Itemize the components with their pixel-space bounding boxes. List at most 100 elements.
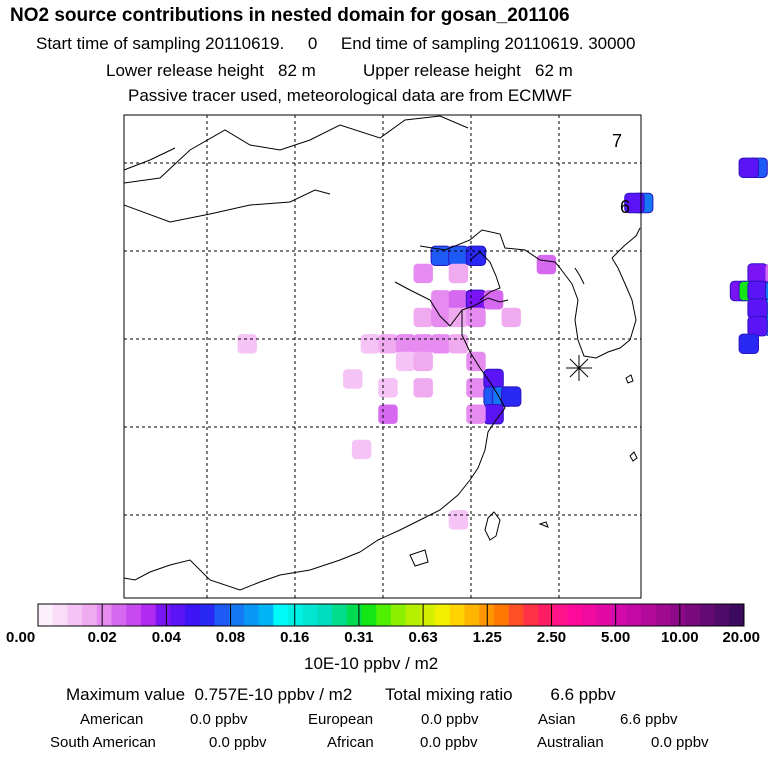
map-label-6: 6	[620, 197, 630, 217]
region-label-asian: Asian	[538, 711, 576, 728]
colorbar-frame	[37, 603, 745, 627]
colorbar-swatch-0	[38, 604, 54, 626]
region-label-european: European	[308, 711, 374, 728]
lat-lon-grid	[124, 115, 641, 598]
max-value-line: Maximum value 0.757E-10 ppbv / m2 Total …	[66, 685, 616, 704]
colorbar-swatch-14	[243, 604, 260, 626]
concentration-cell-35	[378, 334, 398, 354]
colorbar-swatch-40	[626, 604, 642, 626]
concentration-cell-41	[413, 351, 433, 372]
concentration-cell-45	[378, 378, 398, 398]
colorbar-swatch-47	[729, 604, 745, 626]
colorbar-tick-label-11: 20.00	[722, 629, 760, 646]
region-label-american: American	[80, 711, 144, 728]
map-panel: 7 6	[37, 114, 768, 627]
colorbar-swatch-1	[52, 604, 68, 626]
colorbar-swatch-20	[332, 604, 348, 626]
colorbar-swatch-24	[391, 604, 407, 626]
colorbar-swatch-23	[376, 604, 392, 626]
concentration-cell-12	[765, 263, 768, 283]
colorbar-swatch-10	[185, 604, 201, 626]
concentration-cell-48	[483, 368, 504, 390]
concentration-cell-47	[466, 378, 486, 398]
colorbar-swatch-21	[346, 604, 363, 626]
colorbar-swatch-7	[140, 604, 157, 626]
colorbar-swatch-13	[229, 604, 245, 626]
concentration-cells	[237, 157, 768, 530]
colorbar-swatch-11	[199, 604, 215, 626]
colorbar-swatch-32	[508, 604, 524, 626]
region-value-south-american: 0.0 ppbv	[209, 734, 267, 751]
release-height-line: Lower release height 82 m Upper release …	[106, 61, 573, 80]
colorbar-swatch-17	[288, 604, 304, 626]
receptor-marker	[566, 355, 592, 381]
colorbar-swatch-45	[699, 604, 716, 626]
region-label-african: African	[327, 734, 374, 751]
colorbar-swatch-5	[111, 604, 127, 626]
colorbar-swatch-31	[493, 604, 510, 626]
region-value-european: 0.0 ppbv	[421, 711, 479, 728]
concentration-cell-44	[343, 369, 363, 389]
concentration-cell-29	[413, 307, 433, 328]
colorbar-swatch-12	[214, 604, 230, 626]
concentration-cell-56	[448, 510, 469, 530]
colorbar-tick-label-1: 0.02	[87, 629, 117, 646]
concentration-cell-26	[448, 290, 469, 310]
concentration-cell-20	[747, 298, 768, 319]
concentration-cell-34	[360, 334, 381, 354]
colorbar-swatch-34	[538, 604, 554, 626]
colorbar-tick-label-3: 0.08	[215, 629, 246, 646]
colorbar-swatch-38	[596, 604, 613, 626]
region-value-african: 0.0 ppbv	[420, 734, 478, 751]
concentration-cell-3	[624, 192, 645, 214]
concentration-cell-31	[448, 307, 469, 328]
concentration-cell-16	[765, 281, 768, 301]
colorbar-swatch-9	[170, 604, 186, 626]
concentration-cell-24	[738, 333, 759, 355]
colorbar-tick-label-0: 0.00	[6, 629, 36, 646]
colorbar-swatch-22	[361, 604, 377, 626]
colorbar-swatch-3	[82, 604, 98, 626]
colorbar-swatch-2	[67, 604, 83, 626]
colorbar-swatch-42	[655, 604, 671, 626]
concentration-cell-23	[747, 316, 768, 337]
colorbar-swatch-36	[567, 604, 583, 626]
colorbar-swatch-26	[420, 604, 436, 626]
colorbar-swatch-15	[258, 604, 274, 626]
concentration-cell-10	[536, 254, 557, 275]
concentration-cell-15	[747, 280, 768, 302]
colorbar-swatch-28	[449, 604, 466, 626]
colorbar-tick-label-5: 0.31	[344, 629, 374, 646]
concentration-cell-33	[501, 307, 521, 328]
region-value-american: 0.0 ppbv	[190, 711, 248, 728]
colorbar-tick-label-4: 0.16	[280, 629, 310, 646]
concentration-cell-6	[448, 245, 469, 267]
colorbar-swatch-37	[582, 604, 598, 626]
concentration-cell-55	[351, 439, 372, 460]
colorbar-tick-label-9: 5.00	[601, 629, 631, 646]
concentration-cell-8	[413, 263, 433, 284]
colorbar-swatch-8	[155, 604, 171, 626]
colorbar-swatch-33	[523, 604, 539, 626]
region-value-australian: 0.0 ppbv	[651, 734, 709, 751]
colorbar-tick-label-10: 10.00	[661, 629, 699, 646]
region-label-south-american: South American	[50, 734, 156, 751]
colorbar-swatch-46	[714, 604, 730, 626]
concentration-cell-54	[378, 404, 398, 424]
colorbar-swatch-18	[302, 604, 318, 626]
colorbar-tick-label-6: 0.63	[408, 629, 438, 646]
colorbar-swatch-39	[611, 604, 627, 626]
colorbar-swatch-35	[552, 604, 568, 626]
concentration-cell-1	[738, 157, 759, 179]
chart-title: NO2 source contributions in nested domai…	[10, 5, 570, 26]
colorbar-tick-label-2: 0.04	[151, 629, 181, 646]
sampling-time-line: Start time of sampling 20110619. 0 End t…	[36, 34, 636, 53]
concentration-cell-46	[413, 378, 433, 398]
map-label-7: 7	[612, 131, 622, 151]
map-frame	[123, 114, 642, 599]
concentration-cell-32	[466, 307, 486, 328]
colorbar-swatch-16	[273, 604, 289, 626]
colorbar-swatch-6	[126, 604, 142, 626]
region-label-australian: Australian	[537, 734, 604, 751]
concentration-cell-40	[395, 351, 416, 372]
